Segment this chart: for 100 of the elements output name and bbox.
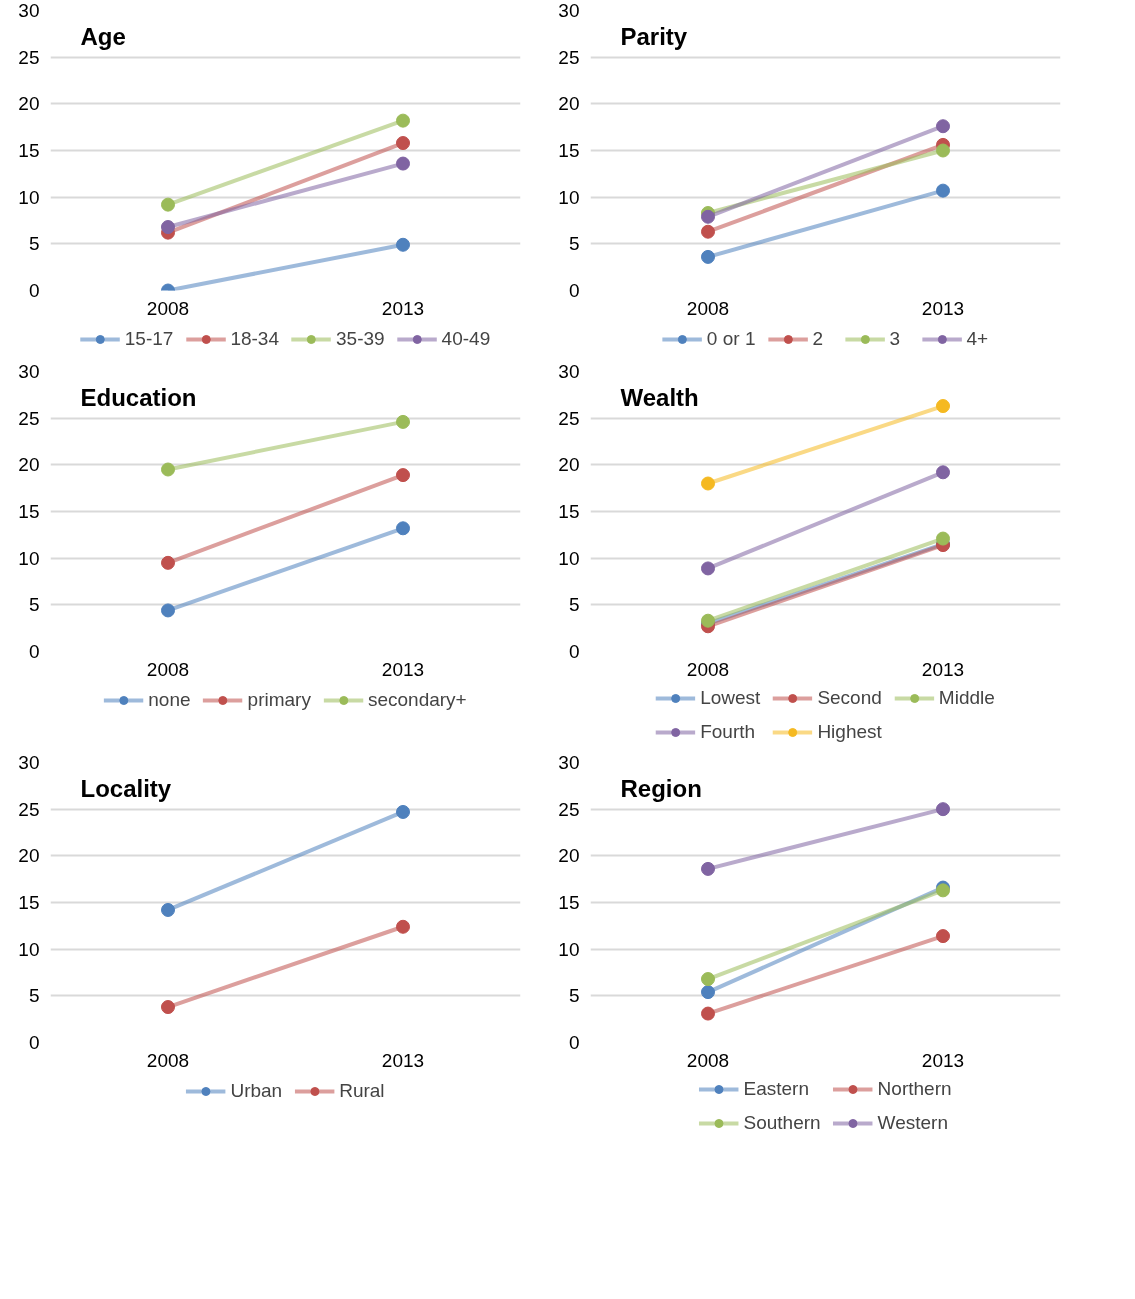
y-tick-label: 25 [18, 798, 40, 820]
legend-label: 4+ [966, 328, 989, 350]
point [936, 802, 950, 817]
x-tick-label: 2008 [146, 658, 190, 680]
legend-label: Northern [877, 1078, 952, 1100]
point [701, 1006, 715, 1021]
text: Education [80, 383, 197, 411]
point [701, 249, 715, 264]
legend-label: Highest [817, 721, 882, 743]
point [701, 861, 715, 876]
legend-label: none [148, 689, 191, 711]
y-tick-label: 0 [28, 1032, 40, 1053]
point [396, 136, 410, 151]
x-tick-label: 2013 [381, 297, 425, 319]
point [396, 919, 410, 934]
x-tick-label: 2008 [686, 658, 730, 680]
point [396, 804, 410, 819]
point [396, 468, 410, 483]
y-tick-label: 20 [18, 454, 40, 476]
y-tick-label: 30 [558, 0, 580, 21]
text: Age [80, 22, 126, 50]
legend-label: Middle [938, 687, 995, 709]
point [396, 113, 410, 128]
legend-label: Rural [339, 1080, 385, 1102]
point [161, 462, 175, 477]
y-tick-label: 15 [558, 140, 580, 161]
point [161, 1000, 175, 1015]
y-tick-label: 25 [558, 407, 580, 429]
y-tick-label: 15 [18, 892, 40, 913]
legend-label: 3 [889, 328, 902, 350]
y-tick-label: 15 [18, 501, 40, 522]
y-tick-label: 10 [558, 186, 580, 208]
point [396, 414, 410, 429]
y-tick-label: 30 [18, 0, 40, 21]
y-tick-label: 30 [18, 361, 40, 382]
point [701, 985, 715, 1000]
x-tick-label: 2008 [146, 297, 190, 319]
y-tick-label: 20 [558, 454, 580, 476]
y-tick-label: 20 [18, 93, 40, 115]
text: Parity [620, 22, 688, 50]
point [936, 929, 950, 944]
x-tick-label: 2013 [381, 1049, 425, 1071]
y-tick-label: 15 [558, 892, 580, 913]
point [161, 555, 175, 570]
y-tick-label: 5 [568, 985, 580, 1007]
point [161, 197, 175, 212]
y-tick-label: 10 [18, 186, 40, 208]
y-tick-label: 20 [18, 845, 40, 867]
y-tick-label: 20 [558, 845, 580, 867]
y-tick-label: 0 [568, 1032, 580, 1053]
legend-label: Lowest [700, 687, 761, 709]
y-tick-label: 10 [18, 547, 40, 569]
text: Locality [80, 774, 172, 802]
point [161, 603, 175, 618]
legend-label: 0 or 1 [706, 328, 756, 350]
y-tick-label: 25 [18, 46, 40, 68]
y-tick-label: 0 [28, 280, 40, 301]
x-tick-label: 2013 [921, 1049, 965, 1071]
point [936, 119, 950, 134]
point [936, 465, 950, 480]
y-tick-label: 10 [558, 938, 580, 960]
y-tick-label: 10 [18, 938, 40, 960]
legend-label: Southern [743, 1112, 821, 1134]
point [396, 156, 410, 171]
y-tick-label: 10 [558, 547, 580, 569]
point [701, 224, 715, 239]
y-tick-label: 5 [568, 594, 580, 616]
point [701, 972, 715, 987]
y-tick-label: 5 [28, 594, 40, 616]
y-tick-label: 25 [558, 46, 580, 68]
y-tick-label: 0 [28, 641, 40, 662]
y-tick-label: 20 [558, 93, 580, 115]
point [701, 476, 715, 491]
legend-label: Eastern [743, 1078, 809, 1100]
y-tick-label: 30 [558, 361, 580, 382]
point [936, 183, 950, 198]
text: Region [620, 774, 702, 802]
x-tick-label: 2008 [686, 1049, 730, 1071]
legend-label: Second [817, 687, 882, 709]
x-tick-label: 2013 [381, 658, 425, 680]
text: Wealth [620, 383, 699, 411]
y-tick-label: 30 [558, 752, 580, 773]
y-tick-label: 0 [568, 280, 580, 301]
x-tick-label: 2008 [686, 297, 730, 319]
point [936, 531, 950, 546]
y-tick-label: 25 [558, 798, 580, 820]
y-tick-label: 15 [558, 501, 580, 522]
legend-label: secondary+ [367, 689, 467, 711]
legend-label: 2 [812, 328, 825, 350]
y-tick-label: 5 [28, 985, 40, 1007]
legend-label: Fourth [700, 721, 756, 743]
point [936, 399, 950, 414]
y-tick-label: 25 [18, 407, 40, 429]
y-tick-label: 30 [18, 752, 40, 773]
point [396, 237, 410, 252]
point [396, 521, 410, 536]
legend-label: 18-34 [230, 328, 279, 350]
y-tick-label: 5 [568, 233, 580, 255]
legend-label: 40-49 [441, 328, 491, 350]
legend-label: 35-39 [336, 328, 385, 350]
